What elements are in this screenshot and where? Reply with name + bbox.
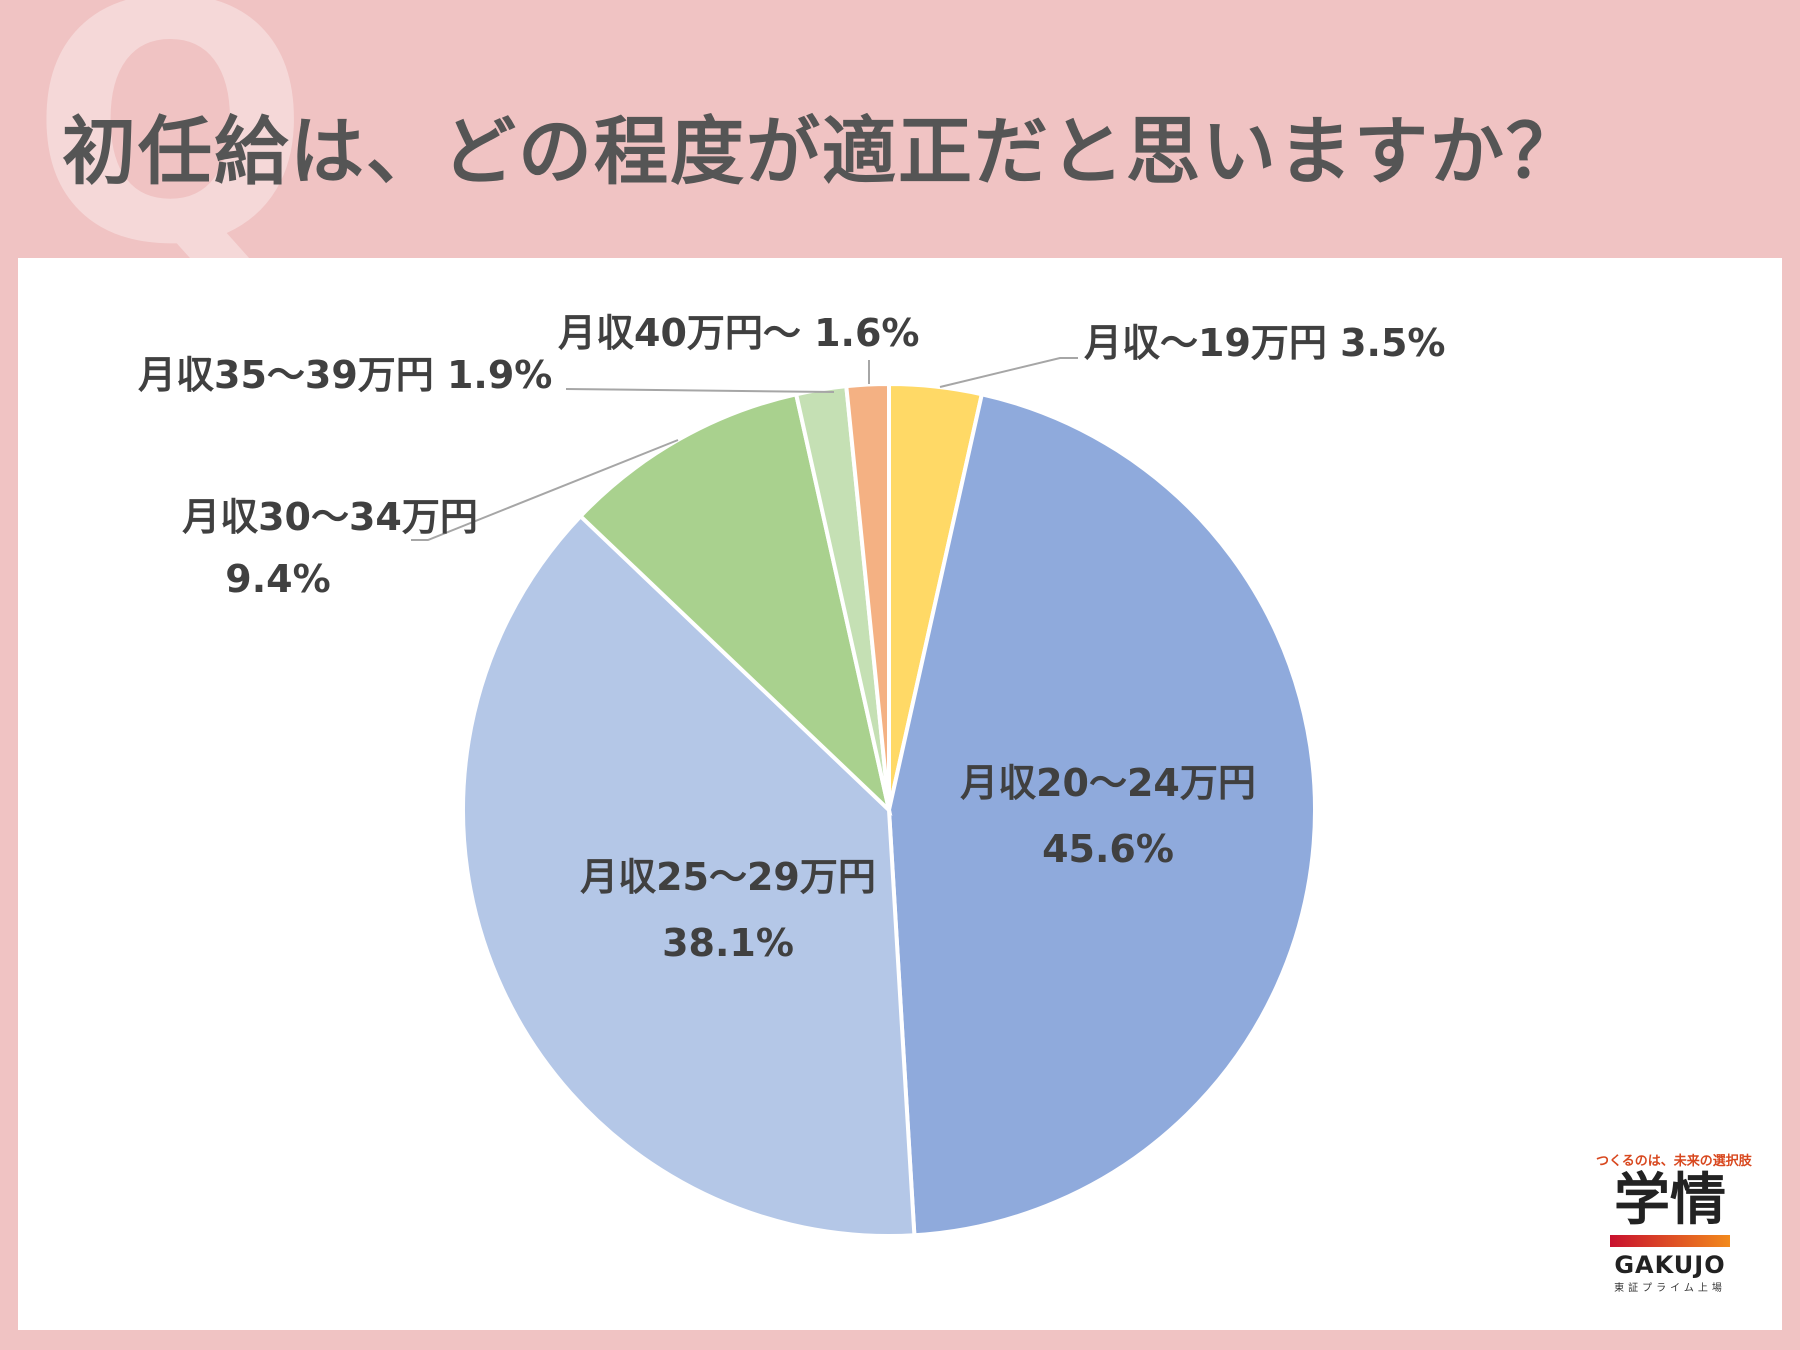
- gakujo-logo: つくるのは、未来の選択肢 学情 GAKUJO 東証プライム上場: [1596, 1150, 1752, 1295]
- logo-mark: 学情: [1614, 1168, 1726, 1233]
- slice-label: 月収～19万円 3.5%: [1084, 321, 1446, 365]
- logo-bar: [1610, 1235, 1730, 1248]
- pie-slice: [886, 391, 1317, 1238]
- leader-line: [939, 357, 1078, 388]
- logo-english: GAKUJO: [1614, 1251, 1726, 1280]
- slice-label: 月収20～24万円: [960, 761, 1256, 805]
- slice-label: 月収40万円～ 1.6%: [558, 311, 920, 355]
- logo-sub: 東証プライム上場: [1614, 1283, 1726, 1295]
- slice-label: 月収35～39万円 1.9%: [138, 353, 552, 397]
- slice-label: 月収25～29万円: [580, 855, 876, 899]
- logo-tagline: つくるのは、未来の選択肢: [1596, 1154, 1752, 1169]
- slice-value-label: 9.4%: [225, 557, 330, 601]
- slice-value-label: 38.1%: [662, 921, 794, 965]
- q-mark-decoration: Q: [30, 0, 311, 317]
- slice-label: 月収30～34万円: [182, 495, 478, 539]
- slice-value-label: 45.6%: [1042, 827, 1174, 871]
- page-title: 初任給は、どの程度が適正だと思いますか？: [62, 109, 1582, 195]
- pie-slice: [461, 513, 917, 1238]
- pie-slice: [844, 381, 891, 811]
- chart-card: 月収～19万円 3.5% 月収20～24万円 45.6% 月収25～29万円 38.1%…: [18, 258, 1782, 1330]
- pie-chart: 月収～19万円 3.5% 月収20～24万円 45.6% 月収25～29万円 38.1%…: [138, 311, 1446, 1238]
- pie-slice: [577, 391, 893, 816]
- leader-line: [565, 388, 835, 393]
- leader-line: [411, 439, 679, 541]
